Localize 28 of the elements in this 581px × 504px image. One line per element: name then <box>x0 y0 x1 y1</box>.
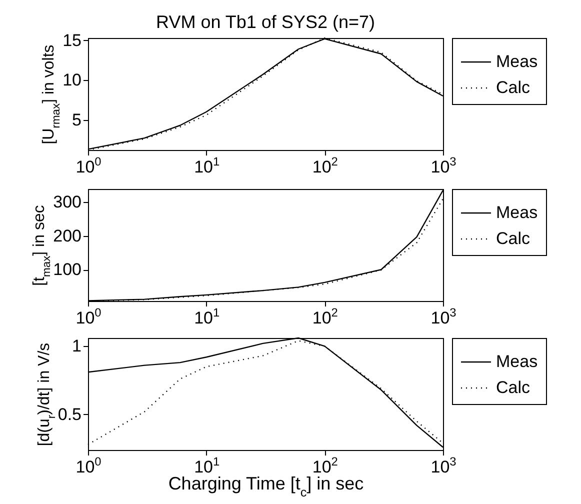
x-axis-title: Charging Time [t$_{c}$] in sec <box>168 474 364 500</box>
x-tick-label: 10$^{3}$ <box>430 454 457 476</box>
y-tick-label: 1 <box>72 336 82 356</box>
legend-label: Meas <box>496 352 538 371</box>
x-tick-label: 10$^{1}$ <box>194 454 220 476</box>
y-tick-label: 0.5 <box>58 404 82 424</box>
x-tick-label: 10$^{2}$ <box>312 454 338 476</box>
y-tick-label: 5 <box>72 110 82 130</box>
legend-label: Meas <box>496 203 538 222</box>
chart-title: RVM on Tb1 of SYS2 (n=7) <box>156 12 375 32</box>
x-tick-label: 10$^{3}$ <box>430 306 457 328</box>
x-tick-label: 10$^{1}$ <box>194 306 220 328</box>
y-tick-label: 15 <box>62 30 82 50</box>
x-tick-label: 10$^{0}$ <box>76 306 102 328</box>
x-tick-label: 10$^{0}$ <box>76 454 102 476</box>
y-tick-label: 100 <box>53 260 82 280</box>
x-tick-label: 10$^{2}$ <box>312 306 338 328</box>
y-tick-label: 200 <box>53 226 82 246</box>
legend-label: Meas <box>496 52 538 71</box>
legend-label: Calc <box>496 78 531 97</box>
legend-label: Calc <box>496 378 531 397</box>
x-tick-label: 10$^{1}$ <box>194 154 220 176</box>
x-tick-label: 10$^{0}$ <box>76 154 102 176</box>
y-tick-label: 300 <box>53 192 82 212</box>
legend-label: Calc <box>496 229 531 248</box>
x-tick-label: 10$^{2}$ <box>312 154 338 176</box>
x-tick-label: 10$^{3}$ <box>430 154 457 176</box>
y-tick-label: 10 <box>62 70 82 90</box>
